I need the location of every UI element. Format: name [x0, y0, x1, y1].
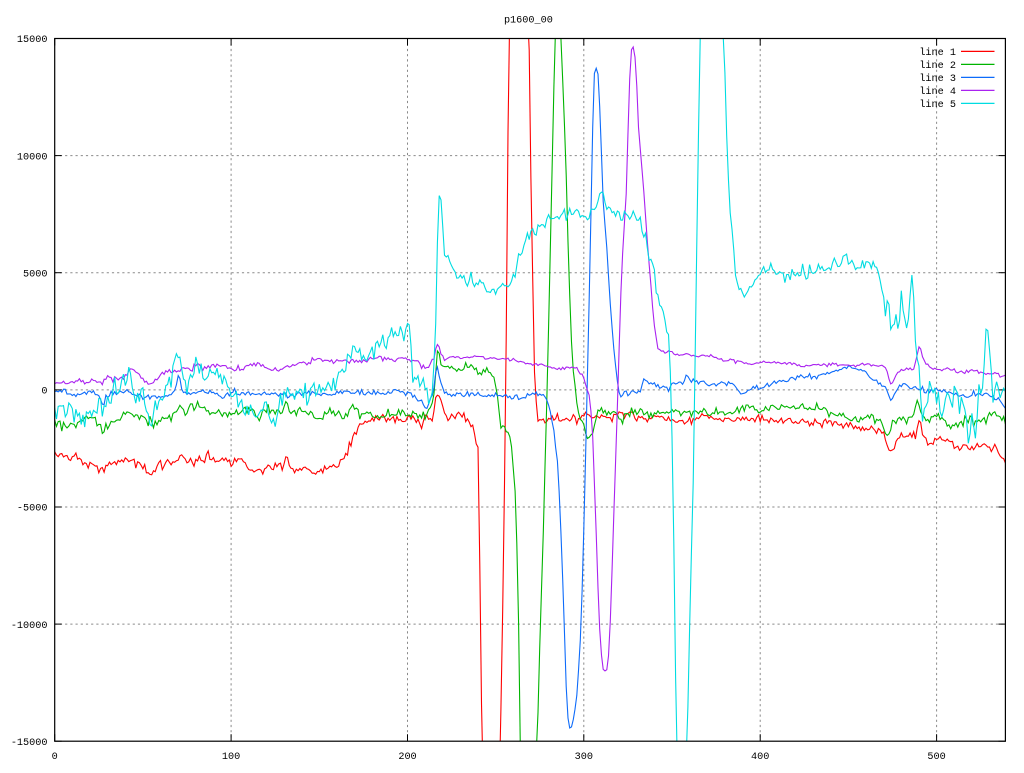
- svg-text:10000: 10000: [17, 152, 48, 163]
- svg-text:500: 500: [927, 752, 945, 763]
- svg-text:0: 0: [52, 752, 58, 763]
- svg-text:-15000: -15000: [11, 738, 48, 749]
- svg-text:200: 200: [398, 752, 416, 763]
- svg-text:15000: 15000: [17, 35, 48, 46]
- svg-text:300: 300: [575, 752, 593, 763]
- svg-text:0: 0: [41, 387, 47, 398]
- svg-text:line 2: line 2: [919, 60, 956, 72]
- svg-text:100: 100: [222, 752, 240, 763]
- svg-text:line 4: line 4: [919, 86, 956, 98]
- svg-text:line 1: line 1: [919, 47, 956, 59]
- svg-text:-5000: -5000: [17, 504, 48, 515]
- svg-text:p1600_00: p1600_00: [504, 16, 553, 27]
- svg-text:line 5: line 5: [919, 99, 956, 111]
- svg-text:5000: 5000: [23, 269, 47, 280]
- svg-text:line 3: line 3: [919, 73, 956, 85]
- svg-text:400: 400: [751, 752, 769, 763]
- svg-text:-10000: -10000: [11, 621, 48, 632]
